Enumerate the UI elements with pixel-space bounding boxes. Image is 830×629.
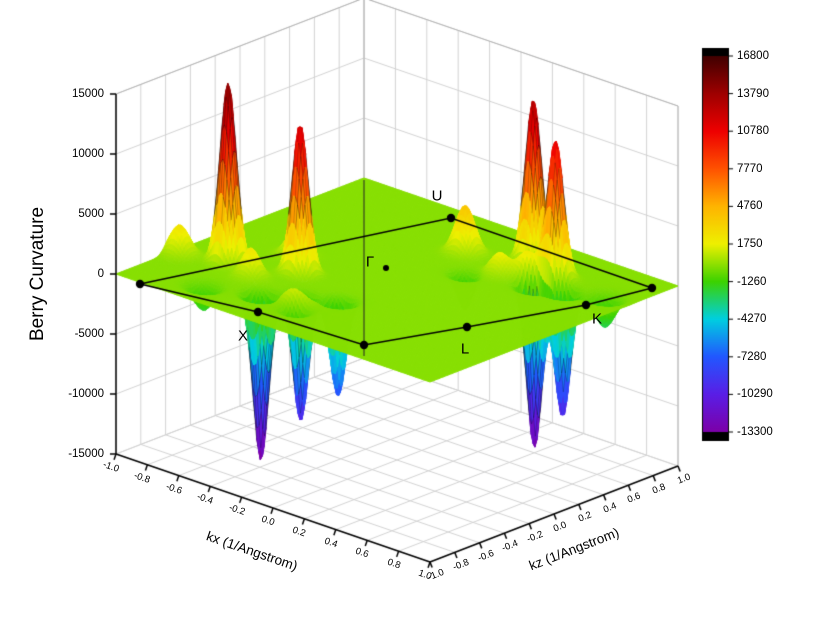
z-axis-title: Berry Curvature — [27, 206, 48, 342]
